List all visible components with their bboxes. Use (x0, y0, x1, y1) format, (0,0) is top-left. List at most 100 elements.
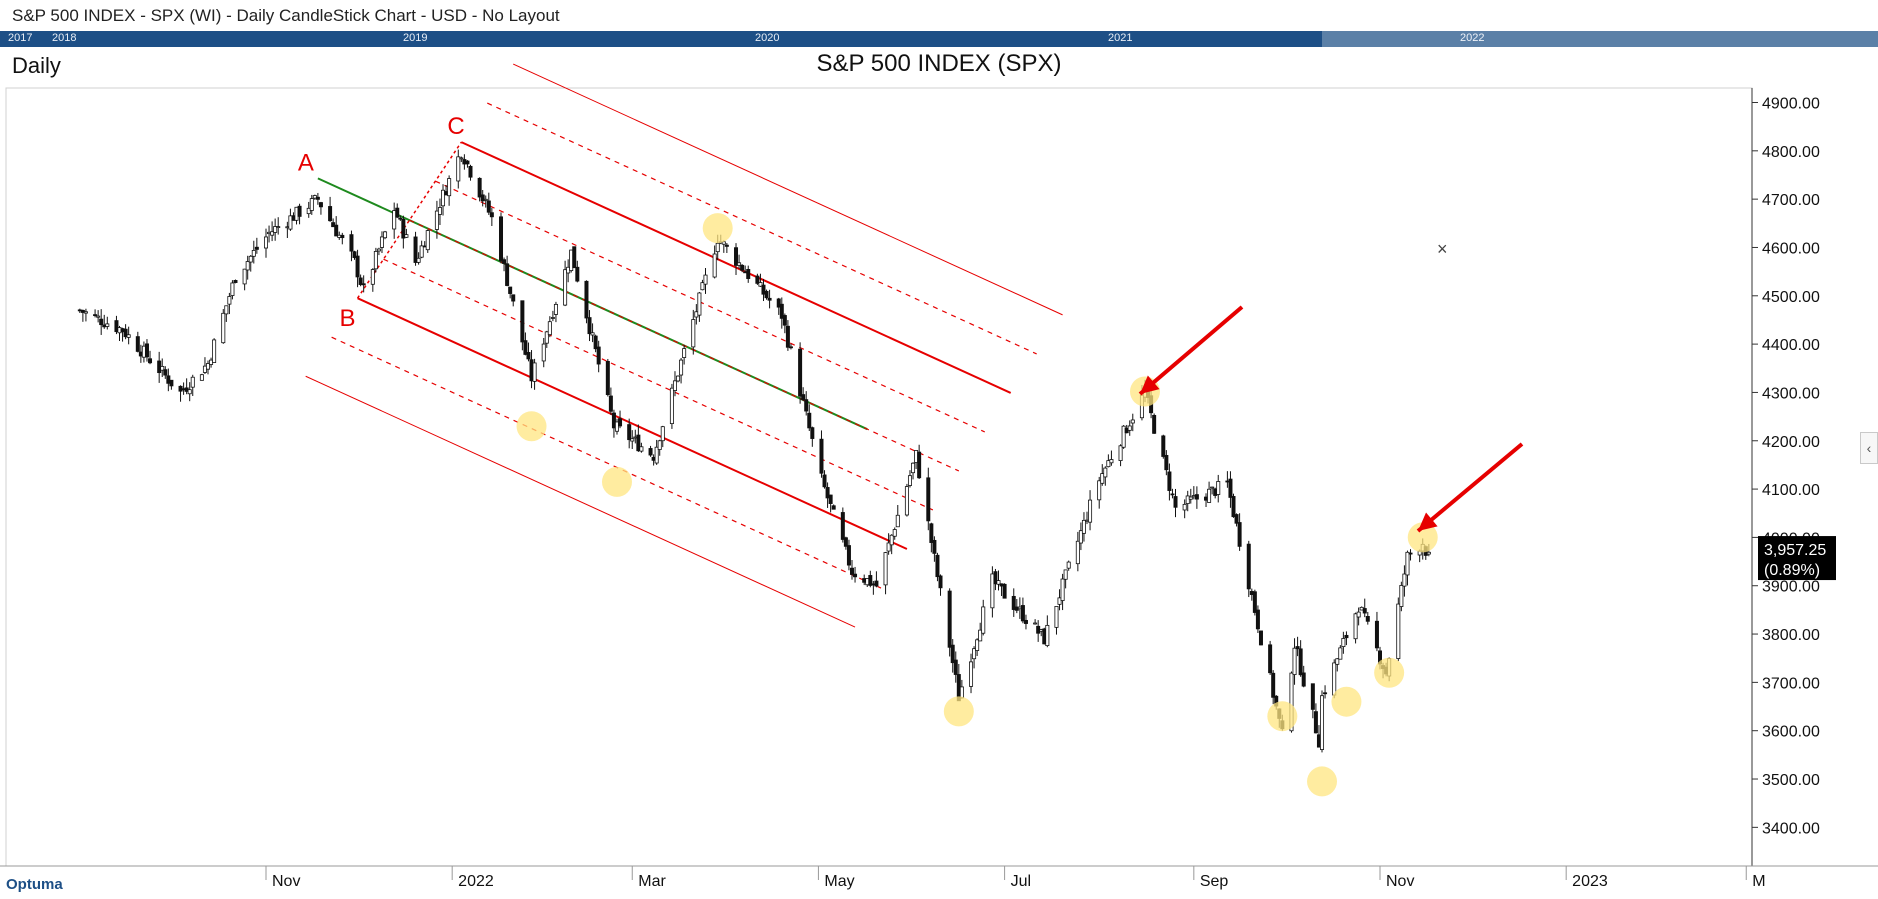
y-tick-label: 4800.00 (1762, 144, 1820, 161)
candle-body (276, 226, 281, 228)
candle-body (630, 438, 635, 442)
candle-body (483, 198, 488, 201)
navigator-year: 2018 (52, 32, 77, 44)
candle-body (1408, 552, 1413, 555)
candle-body (758, 282, 763, 287)
candle-body (135, 336, 140, 352)
candle-body (447, 178, 452, 197)
highlight-circle (1407, 522, 1438, 553)
candle-body (981, 606, 986, 634)
candle-body (96, 315, 101, 318)
candle-body (355, 255, 360, 278)
candle-body (639, 446, 644, 452)
candle-body (584, 280, 589, 319)
y-tick-label: 4100.00 (1762, 482, 1820, 499)
candle-body (1167, 471, 1172, 491)
navigator-year: 2022 (1460, 32, 1485, 44)
candle-body (505, 263, 510, 286)
close-icon: × (1437, 239, 1448, 259)
candle-body (544, 331, 549, 344)
y-tick-label: 4300.00 (1762, 385, 1820, 402)
navigator-year: 2020 (755, 32, 780, 44)
candle-body (798, 348, 803, 397)
candle-body (1426, 551, 1431, 555)
candle-body (831, 505, 836, 510)
candle-body (676, 375, 681, 382)
candle-body (1313, 711, 1318, 734)
navigator-year: 2021 (1108, 32, 1133, 44)
candle-body (163, 369, 168, 376)
candle-body (1374, 620, 1379, 649)
candle-body (843, 537, 848, 547)
candle-body (1060, 578, 1065, 601)
candle-body (1020, 605, 1025, 622)
candle-body (187, 389, 192, 395)
candle-body (1164, 454, 1169, 471)
y-tick-label: 3700.00 (1762, 675, 1820, 692)
panel-expand-button[interactable]: ‹ (1860, 432, 1878, 464)
candle-body (1057, 597, 1062, 605)
navigator-year: 2017 (8, 32, 33, 44)
candle-body (715, 242, 720, 253)
candle-body (379, 236, 384, 248)
candle-body (318, 202, 323, 208)
candle-body (1023, 619, 1028, 624)
navigator-visible-window[interactable] (1322, 31, 1878, 47)
candle-body (849, 567, 854, 575)
candle-body (596, 346, 601, 365)
candle-body (383, 231, 388, 239)
candle-body (724, 244, 729, 247)
candle-body (456, 156, 461, 182)
candle-body (907, 475, 912, 486)
candle-body (892, 529, 897, 537)
candle-body (1118, 445, 1123, 462)
candle-body (614, 421, 619, 432)
candle-body (227, 296, 232, 305)
candle-body (737, 262, 742, 266)
candle-body (822, 474, 827, 488)
candle-body (819, 438, 824, 474)
outer-upper-line (513, 63, 1063, 316)
candle-body (657, 440, 662, 450)
candle-body (605, 360, 610, 396)
timeline-navigator[interactable]: 2017 2018 2019 2020 2021 2022 (0, 31, 1878, 47)
candle-body (309, 198, 314, 211)
candle-body (1237, 522, 1242, 547)
candle-body (1258, 630, 1263, 646)
candle-body (1356, 611, 1361, 618)
candle-body (1170, 493, 1175, 496)
candle-body (911, 462, 916, 474)
x-tick-label: Mar (638, 873, 666, 890)
candle-body (1234, 514, 1239, 524)
candle-body (541, 343, 546, 362)
candle-body (1335, 658, 1340, 665)
candle-body (636, 434, 641, 452)
candle-body (776, 298, 781, 308)
annotation-arrowhead (1140, 375, 1160, 394)
candle-body (764, 290, 769, 299)
annotation-arrowhead (1418, 512, 1438, 531)
candle-body (233, 280, 238, 283)
candle-body (212, 339, 217, 363)
highlight-circle (1307, 766, 1338, 797)
candle-body (263, 236, 268, 249)
candle-body (489, 212, 494, 218)
candle-body (975, 639, 980, 651)
candle-body (413, 236, 418, 263)
candle-body (618, 418, 623, 427)
candle-body (340, 234, 345, 239)
candle-body (1298, 648, 1303, 676)
last-price-label: 3,957.25 (1764, 542, 1826, 559)
candle-body (1054, 606, 1059, 628)
candle-body (1402, 573, 1407, 587)
candle-body (419, 245, 424, 258)
candle-body (199, 374, 204, 381)
last-price-marker (1758, 536, 1836, 581)
candle-body (1185, 495, 1190, 504)
candle-body (1063, 569, 1068, 580)
candle-body (404, 234, 409, 238)
candle-body (169, 379, 174, 387)
candle-body (221, 312, 226, 344)
candle-body (508, 286, 513, 294)
